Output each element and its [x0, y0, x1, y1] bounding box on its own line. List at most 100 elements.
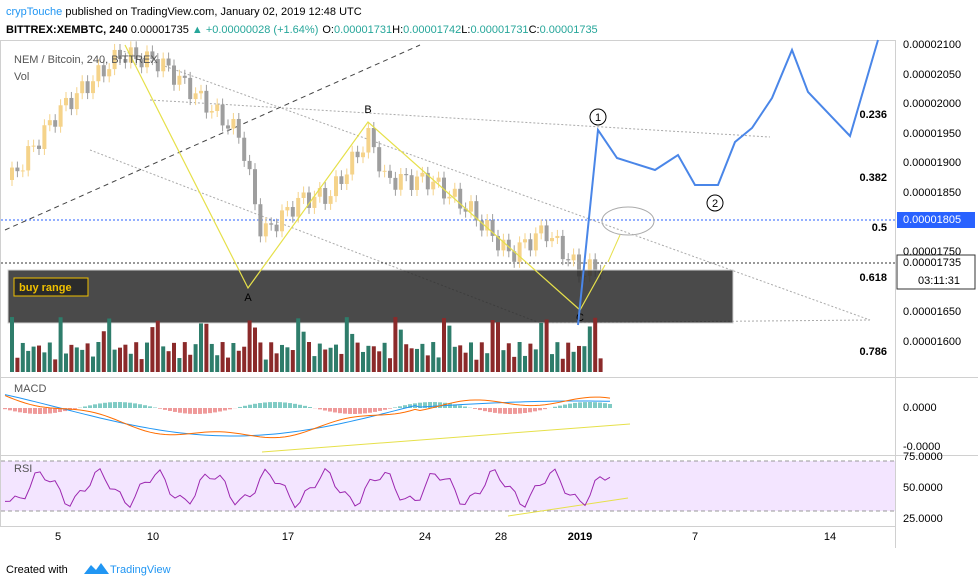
candle	[560, 235, 565, 260]
volume-bar	[209, 343, 214, 372]
wave-label: C	[576, 312, 584, 324]
macd-histogram	[543, 408, 547, 410]
axis: 0.00002100 0.00002050 0.00002000 0.00001950…	[55, 39, 976, 543]
wave-label: A	[244, 292, 252, 304]
macd-histogram	[43, 408, 47, 414]
candle	[312, 196, 317, 208]
volume-bar	[582, 346, 587, 372]
volume-bar	[447, 325, 452, 372]
volume-bar	[512, 356, 517, 372]
fib-level: 0.382	[859, 172, 887, 184]
candle	[64, 97, 68, 106]
date-label: 10	[147, 531, 159, 543]
last-price: 0.00001735	[131, 24, 189, 36]
candle	[236, 118, 241, 138]
candle	[474, 201, 479, 221]
candle	[263, 223, 268, 237]
macd-histogram	[493, 408, 497, 413]
macd-histogram	[278, 402, 282, 408]
volume-bar	[199, 323, 203, 372]
volume-bar	[398, 329, 403, 372]
macd-histogram	[258, 403, 262, 408]
buy-range-label: buy range	[19, 282, 72, 294]
candle	[350, 151, 355, 175]
macd-histogram	[263, 402, 267, 408]
candle	[247, 160, 252, 170]
author[interactable]: crypTouche	[6, 6, 62, 18]
candle	[226, 125, 230, 129]
fib-level: 0.5	[872, 222, 887, 234]
volume-bar	[101, 331, 106, 372]
macd-histogram	[178, 408, 182, 413]
volume-bar	[177, 358, 182, 372]
current-tag	[896, 254, 976, 290]
candle	[37, 145, 41, 149]
macd-histogram	[553, 406, 557, 408]
macd-histogram	[183, 408, 187, 414]
volume-bar	[37, 345, 41, 372]
price-label: 0.00001650	[903, 306, 961, 318]
volume-bar	[172, 342, 176, 372]
volume-bar	[517, 342, 522, 372]
candle	[404, 174, 409, 176]
macd-histogram	[438, 402, 442, 408]
macd-histogram	[158, 408, 162, 409]
macd-histogram	[223, 408, 227, 411]
candle	[415, 176, 419, 190]
candle	[355, 151, 360, 158]
macd-histogram	[368, 408, 372, 413]
candle	[258, 204, 263, 237]
volume-bar	[285, 347, 290, 372]
macd-histogram	[88, 405, 92, 408]
macd-histogram	[18, 408, 22, 413]
macd-histogram	[538, 408, 542, 411]
candle	[382, 170, 387, 172]
channel-line	[4, 44, 421, 231]
volume-bar	[506, 343, 511, 372]
candle	[155, 59, 160, 72]
macd-line	[4, 394, 611, 437]
brand[interactable]: TradingView	[110, 564, 171, 576]
volume-bar	[490, 320, 495, 372]
volume-bar	[188, 354, 193, 372]
volume-bar	[182, 342, 187, 372]
macd-histogram	[33, 408, 37, 414]
volume-bar	[431, 342, 436, 372]
macd-histogram	[203, 408, 207, 414]
volume-bar	[328, 347, 333, 372]
volume-bar	[366, 345, 371, 372]
candle	[533, 233, 538, 251]
macd-histogram	[143, 405, 147, 408]
projection-label: 1	[595, 112, 601, 124]
macd-histogram	[558, 405, 562, 408]
macd-histogram	[333, 408, 337, 413]
macd-histogram	[603, 403, 607, 408]
candle	[361, 152, 365, 158]
macd-histogram	[98, 403, 102, 408]
volume-bar	[220, 342, 225, 372]
candle	[199, 90, 203, 94]
price-label: 0.00001600	[903, 336, 961, 348]
rsi-axis-label: 25.0000	[903, 513, 943, 525]
macd-histogram	[38, 408, 42, 414]
candle	[188, 77, 193, 100]
candle	[485, 220, 490, 231]
volume-bar	[404, 344, 409, 372]
macd-axis-label: 0.0000	[903, 402, 937, 414]
volume-bar	[469, 342, 473, 372]
macd-histogram	[608, 403, 612, 408]
ohlc-label: H:	[392, 24, 403, 36]
candle	[145, 51, 149, 68]
candle	[409, 175, 414, 190]
candle	[128, 47, 133, 63]
arrow	[607, 234, 621, 263]
volume-bar	[204, 323, 209, 372]
highlight-price: 0.00001805	[903, 214, 961, 226]
fib-level: 0.236	[859, 109, 887, 121]
volume-bar	[15, 357, 20, 372]
symbol-line: BITTREX:XEMBTC, 240 0.00001735 ▲ +0.0000…	[6, 24, 598, 36]
volume-bar	[263, 359, 268, 372]
volume-bar	[85, 343, 90, 372]
candle	[112, 49, 117, 70]
volume-bar	[587, 326, 592, 372]
